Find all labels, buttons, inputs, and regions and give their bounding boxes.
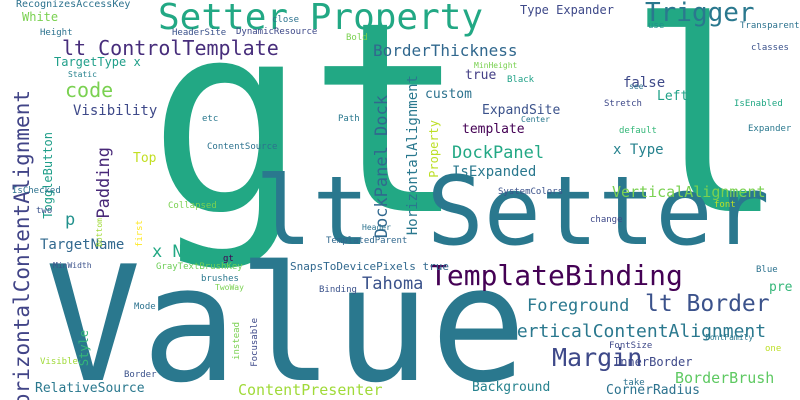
word-graytextbrushkey: GrayTextBrushKey: [156, 262, 243, 272]
word-header: Header: [362, 223, 391, 232]
word-two: two: [36, 206, 53, 216]
word-code: code: [65, 78, 114, 102]
word-true: true: [465, 68, 497, 83]
word-systemcolors: SystemColors: [498, 187, 564, 197]
word-one: one: [765, 344, 782, 354]
word-headersite: HeaderSite: [172, 28, 227, 38]
word-transparent: Transparent: [740, 21, 800, 31]
word-relativesource: RelativeSource: [35, 381, 145, 396]
word-dockpanel-dock: DockPanel Dock: [372, 95, 392, 239]
word-expander: Expander: [748, 124, 792, 134]
word-property: Property: [427, 120, 441, 178]
word-x-name: x Name: [152, 242, 214, 262]
word-bottom: Bottom: [95, 218, 104, 247]
word-margin: Margin: [552, 343, 643, 372]
word-twoway: TwoWay: [215, 283, 244, 292]
word-verticalalignment: VerticalAlignment: [612, 183, 766, 201]
word-minheight: MinHeight: [474, 61, 518, 70]
word-tahoma: Tahoma: [362, 274, 424, 294]
word-snapstodevicepixels-true: SnapsToDevicePixels true: [290, 260, 449, 273]
word-setter-property: Setter Property: [158, 0, 484, 38]
word-contentsource: ContentSource: [207, 142, 278, 152]
word-expandsite: ExpandSite: [482, 103, 561, 118]
word-fontsize: FontSize: [609, 341, 653, 351]
word-type-expander: Type Expander: [520, 3, 614, 17]
word-targetname: TargetName: [40, 237, 125, 253]
word-recognizesaccesskey: RecognizesAccessKey: [16, 0, 131, 10]
word-cornerradius: CornerRadius: [606, 383, 700, 398]
word-dockpanel: DockPanel: [452, 143, 545, 163]
word-take: take: [623, 378, 645, 388]
word-first: first: [135, 220, 145, 248]
word-visible: Visible: [40, 357, 78, 367]
word-bold: Bold: [346, 33, 368, 43]
word-lt-border: lt Border: [645, 291, 770, 317]
word-borderbrush: BorderBrush: [675, 369, 775, 387]
word-ischecked: IsChecked: [12, 186, 61, 196]
word-etc: etc: [202, 114, 219, 124]
word-padding: Padding: [94, 147, 114, 219]
word-binding: Binding: [319, 285, 357, 295]
word-gt-lt: gt lt: [148, 0, 800, 274]
word-minwidth: MinWidth: [53, 261, 92, 270]
word-isenabled: IsEnabled: [734, 99, 783, 109]
word-template: template: [462, 122, 525, 137]
word-brushes: brushes: [201, 274, 239, 284]
word-height: Height: [40, 28, 73, 38]
word-close: close: [272, 15, 300, 25]
word-innerborder: InnerBorder: [613, 355, 693, 369]
word-pre: pre: [769, 280, 793, 295]
word-border: Border: [124, 370, 157, 380]
word-collapsed: Collapsed: [168, 201, 217, 211]
word-fontfamily: FontFamily: [705, 333, 754, 342]
word-verticalcontentalignment: VerticalContentAlignment: [506, 321, 767, 342]
word-false: false: [623, 75, 666, 91]
word-use: use: [648, 21, 665, 31]
word-targettype-x: TargetType x: [54, 55, 141, 69]
word-left: Left: [657, 89, 689, 104]
word-templatebinding: TemplateBinding: [430, 259, 683, 292]
word-gt: gt: [223, 254, 234, 264]
word-path: Path: [338, 114, 360, 124]
word-p: p: [65, 210, 76, 230]
word-classes: classes: [751, 43, 789, 53]
word-templatedparent: TemplatedParent: [326, 236, 408, 246]
word-borderthickness: BorderThickness: [373, 41, 518, 60]
word-static: Static: [68, 70, 97, 79]
word-dynamicresource: DynamicResource: [236, 27, 318, 37]
word-lt-setter: lt Setter: [255, 157, 770, 267]
word-horizontalcontentalignment: HorizontalContentAlignment: [10, 90, 34, 400]
word-white: White: [22, 10, 59, 24]
word-lt-controltemplate: lt ControlTemplate: [62, 36, 279, 60]
word-isexpanded: IsExpanded: [452, 164, 537, 180]
word-black: Black: [507, 75, 535, 85]
word-x-type: x Type: [613, 142, 664, 158]
word-value: Value: [45, 231, 527, 400]
word-trigger: Trigger: [645, 0, 755, 28]
word-contentpresenter: ContentPresenter: [238, 381, 383, 399]
word-change: change: [590, 215, 623, 225]
word-blue: Blue: [756, 265, 778, 275]
word-instead: instead: [232, 322, 242, 360]
word-visibility: Visibility: [73, 103, 158, 119]
word-background: Background: [472, 380, 551, 395]
word-stretch: Stretch: [604, 99, 642, 109]
word-foreground: Foreground: [527, 296, 630, 316]
word-custom: custom: [425, 87, 472, 102]
word-default: default: [619, 126, 657, 136]
word-center: Center: [521, 115, 550, 124]
word-font: font: [714, 200, 736, 210]
word-focusable: Focusable: [250, 318, 260, 367]
word-see: see: [629, 82, 644, 91]
word-mode: Mode: [134, 302, 156, 312]
word-top: Top: [133, 151, 157, 166]
word-style: Style: [77, 330, 91, 367]
word-horizontalalignment: HorizontalAlignment: [405, 75, 421, 236]
